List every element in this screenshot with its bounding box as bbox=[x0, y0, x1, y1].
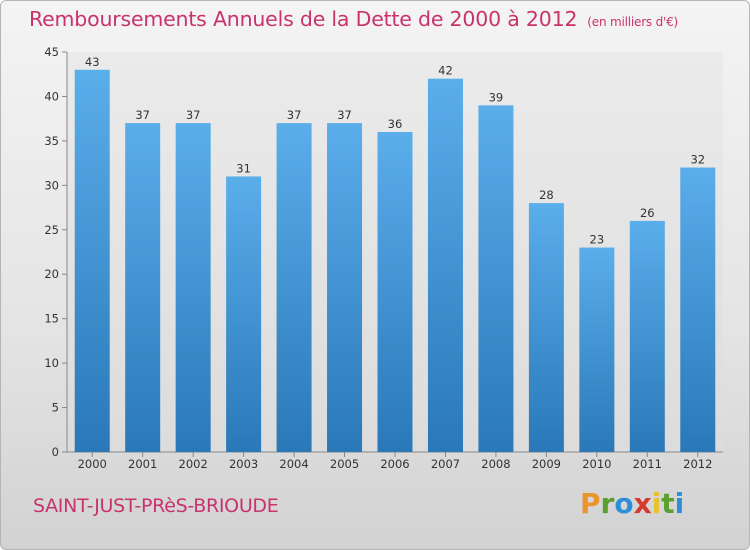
y-tick-label: 10 bbox=[44, 356, 59, 370]
bar bbox=[276, 123, 312, 452]
value-label: 28 bbox=[539, 188, 554, 202]
value-label: 36 bbox=[388, 117, 403, 131]
value-label: 31 bbox=[236, 161, 251, 175]
logo-letter: i bbox=[674, 487, 685, 520]
bar bbox=[579, 247, 615, 452]
x-tick-label: 2004 bbox=[279, 457, 308, 471]
value-label: 32 bbox=[690, 153, 705, 167]
x-tick-label: 2006 bbox=[380, 457, 409, 471]
x-tick-label: 2002 bbox=[179, 457, 208, 471]
y-tick-label: 40 bbox=[44, 89, 59, 103]
chart-title: Remboursements Annuels de la Dette de 20… bbox=[29, 7, 678, 31]
value-label: 23 bbox=[590, 233, 605, 247]
y-tick-label: 15 bbox=[44, 312, 59, 326]
y-tick-label: 5 bbox=[52, 401, 59, 415]
chart-unit: (en milliers d'€) bbox=[587, 15, 679, 29]
logo-letter: o bbox=[614, 487, 634, 520]
bar bbox=[226, 176, 262, 452]
y-tick-label: 35 bbox=[44, 134, 59, 148]
logo-letter: i bbox=[651, 487, 662, 520]
y-tick-label: 30 bbox=[44, 178, 59, 192]
y-tick-label: 45 bbox=[44, 45, 59, 59]
x-tick-label: 2009 bbox=[532, 457, 561, 471]
y-tick-label: 25 bbox=[44, 223, 59, 237]
logo-letter: t bbox=[661, 487, 675, 520]
value-label: 37 bbox=[287, 108, 302, 122]
y-tick-label: 20 bbox=[44, 267, 59, 281]
y-tick-label: 0 bbox=[52, 445, 59, 459]
value-label: 26 bbox=[640, 206, 655, 220]
proxiti-logo: Proxiti bbox=[580, 487, 684, 520]
logo-letter: P bbox=[580, 487, 601, 520]
value-label: 43 bbox=[85, 55, 100, 69]
bar bbox=[327, 123, 363, 452]
logo-letter: r bbox=[600, 487, 615, 520]
bar bbox=[629, 220, 665, 452]
logo-letter: x bbox=[633, 487, 652, 520]
x-tick-label: 2011 bbox=[633, 457, 662, 471]
bar bbox=[175, 123, 211, 452]
x-tick-label: 2001 bbox=[128, 457, 157, 471]
value-label: 37 bbox=[135, 108, 150, 122]
bar bbox=[125, 123, 161, 452]
value-label: 37 bbox=[186, 108, 201, 122]
chart-title-text: Remboursements Annuels de la Dette de 20… bbox=[29, 7, 578, 31]
x-tick-label: 2003 bbox=[229, 457, 258, 471]
x-tick-label: 2007 bbox=[431, 457, 460, 471]
commune-name: SAINT-JUST-PRèS-BRIOUDE bbox=[33, 495, 279, 517]
bar bbox=[478, 105, 514, 452]
value-label: 39 bbox=[489, 90, 504, 104]
x-tick-label: 2012 bbox=[683, 457, 712, 471]
x-tick-label: 2000 bbox=[78, 457, 107, 471]
bar bbox=[74, 69, 110, 453]
value-label: 42 bbox=[438, 64, 453, 78]
bar bbox=[377, 132, 413, 452]
bar bbox=[680, 167, 716, 453]
x-tick-label: 2008 bbox=[481, 457, 510, 471]
x-tick-label: 2005 bbox=[330, 457, 359, 471]
value-label: 37 bbox=[337, 108, 352, 122]
bar bbox=[528, 203, 564, 452]
x-tick-label: 2010 bbox=[582, 457, 611, 471]
bar bbox=[427, 78, 463, 453]
